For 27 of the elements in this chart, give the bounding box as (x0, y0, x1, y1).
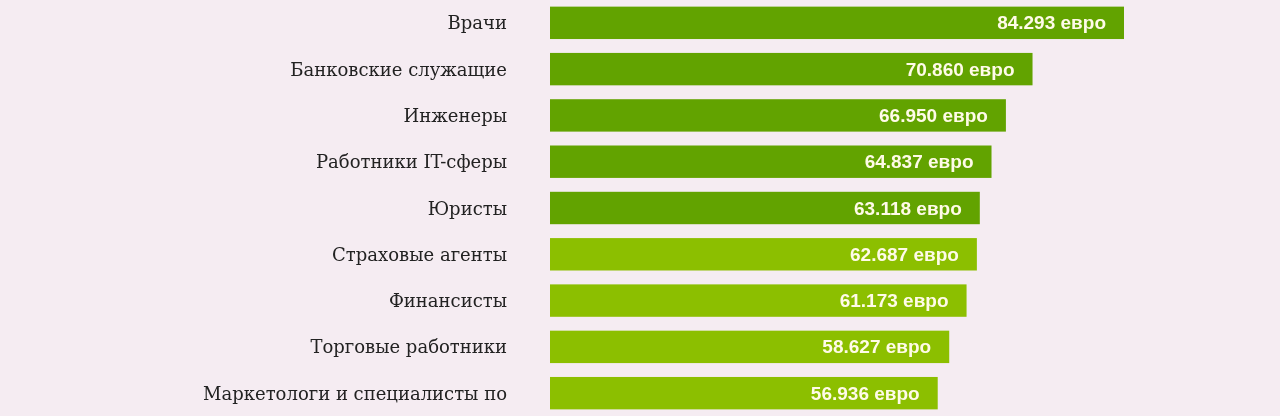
data-label: 56.936 евро (810, 382, 920, 404)
data-label: 61.173 евро (839, 290, 949, 312)
data-label: 84.293 евро (997, 12, 1106, 34)
data-label: 64.837 евро (864, 151, 974, 173)
bar (550, 284, 967, 317)
y-tick-label: Торговые работники (310, 336, 507, 358)
bar (550, 145, 992, 178)
bar (550, 99, 1006, 132)
bar (550, 330, 950, 364)
y-tick-label: Банковские служащие (290, 58, 507, 80)
data-label: 66.950 евро (879, 104, 988, 126)
data-label: 63.118 евро (853, 197, 962, 219)
y-tick-label: Маркетологи и специалисты по (203, 382, 507, 404)
y-tick-label: Страховые агенты (332, 243, 507, 265)
y-tick-label: Врачи (447, 12, 507, 34)
y-tick-label: Финансисты (388, 290, 507, 312)
y-tick-label: Инженеры (403, 104, 507, 126)
data-label: 70.860 евро (905, 58, 1015, 80)
bar (550, 52, 1033, 86)
bar (550, 376, 938, 410)
data-label: 62.687 евро (850, 243, 959, 265)
y-tick-label: Юристы (427, 197, 507, 219)
bar (550, 6, 1124, 40)
bar (550, 238, 977, 271)
data-label: 58.627 евро (822, 336, 932, 358)
y-tick-label: Работники IT-сферы (316, 151, 507, 173)
bar (550, 191, 980, 225)
